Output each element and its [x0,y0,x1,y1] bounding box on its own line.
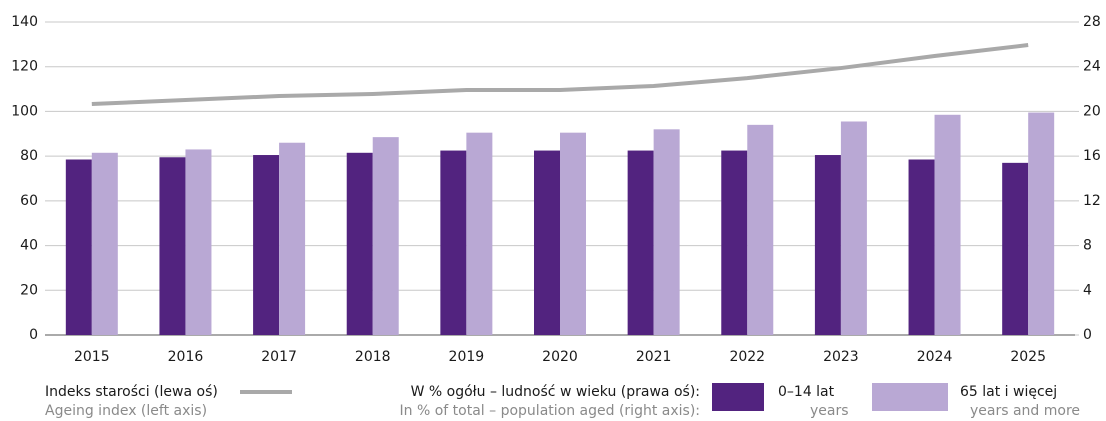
x-tick-label: 2018 [355,349,391,365]
bar [721,150,748,335]
x-tick-label: 2017 [261,349,297,365]
x-tick-label: 2022 [729,349,765,365]
y2-tick-label: 20 [1083,103,1101,119]
bar [560,132,586,335]
y-tick-label: 80 [20,148,38,164]
y-tick-label: 60 [20,193,38,209]
bar [372,137,399,335]
bar [91,152,118,335]
x-tick-label: 2023 [823,349,859,365]
legend-label: 65 lat i więcej [960,384,1057,400]
legend-label-en: years and more [970,403,1080,419]
legend-label: 0–14 lat [778,384,835,400]
bar [627,150,654,335]
bar [653,129,680,335]
x-tick-label: 2025 [1010,349,1046,365]
bar [814,155,841,335]
y2-tick-label: 8 [1083,238,1092,254]
y-tick-label: 140 [11,14,38,30]
x-tick-label: 2024 [917,349,953,365]
bar [840,121,867,335]
y2-tick-label: 16 [1083,148,1101,164]
y-tick-label: 100 [11,103,38,119]
bar [466,132,493,335]
x-tick-label: 2016 [168,349,204,365]
y2-tick-label: 28 [1083,14,1101,30]
y-tick-label: 40 [20,238,38,254]
y-tick-label: 120 [11,59,38,75]
x-tick-label: 2015 [74,349,110,365]
x-tick-label: 2021 [636,349,672,365]
x-tick-label: 2019 [449,349,485,365]
bar [1002,162,1029,335]
y-tick-label: 0 [29,327,38,343]
x-tick-label: 2020 [542,349,578,365]
bar [159,157,186,335]
legend-label-en: Ageing index (left axis) [45,403,207,419]
y2-tick-label: 24 [1083,59,1101,75]
bar [440,150,467,335]
legend-swatch [712,383,764,411]
y2-tick-label: 4 [1083,282,1092,298]
bar [534,150,560,335]
y-tick-label: 20 [20,282,38,298]
line [91,43,1029,107]
legend-label: Indeks starości (lewa oś) [45,384,218,400]
bar [1028,112,1055,336]
bar [253,155,280,335]
y2-tick-label: 12 [1083,193,1101,209]
bar [747,124,774,335]
bar [65,159,92,335]
bar [346,152,373,335]
y2-tick-label: 0 [1083,327,1092,343]
bar [934,114,961,336]
legend-swatch [872,383,948,411]
bar [185,149,212,335]
legend-group-title: W % ogółu – ludność w wieku (prawa oś): [411,384,700,400]
legend-label-en: years [810,403,849,419]
bar [279,142,306,335]
legend-group-title-en: In % of total – population aged (right a… [400,403,700,419]
bar [908,159,935,335]
